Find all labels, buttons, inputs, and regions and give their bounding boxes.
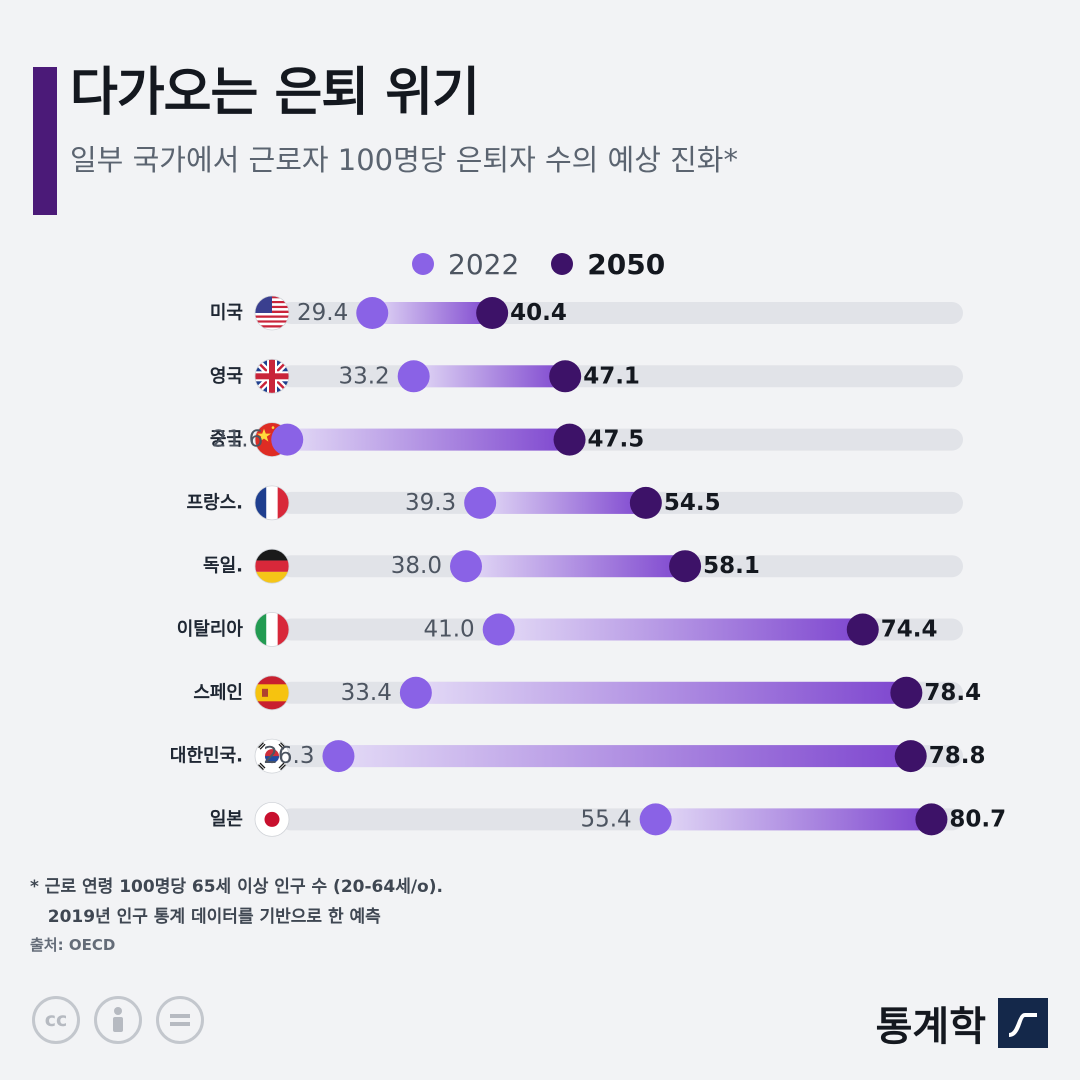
range-bar xyxy=(338,745,911,768)
point-2022 xyxy=(399,676,432,709)
range-bar xyxy=(415,681,907,704)
point-2050 xyxy=(915,803,948,836)
us-flag-icon xyxy=(255,296,289,330)
value-label-2022: 33.2 xyxy=(338,363,389,389)
value-label-2022: 29.4 xyxy=(297,300,348,326)
france-flag-icon xyxy=(255,485,289,520)
flag-border xyxy=(254,802,290,837)
chart-legend: 2022 2050 xyxy=(412,244,697,284)
legend-item-2050: 2050 xyxy=(551,248,665,281)
value-label-2022: 39.3 xyxy=(405,490,456,516)
point-2022 xyxy=(482,613,515,646)
range-bar xyxy=(480,491,646,514)
value-label-2050: 40.4 xyxy=(510,300,567,326)
legend-item-2022: 2022 xyxy=(412,248,519,281)
japan-flag-icon xyxy=(255,802,289,837)
value-label-2050: 54.5 xyxy=(664,490,721,516)
value-label-2022: 41.0 xyxy=(423,617,474,643)
value-label-2050: 78.4 xyxy=(924,680,981,706)
legend-dot-2050-icon xyxy=(551,253,574,275)
point-2050 xyxy=(890,676,923,709)
value-label-2050: 74.4 xyxy=(881,617,938,643)
attribution-icon xyxy=(94,996,142,1044)
point-2050 xyxy=(846,613,879,646)
value-label-2050: 78.8 xyxy=(929,743,986,769)
italy-flag-icon xyxy=(255,612,289,647)
point-2022 xyxy=(356,297,389,329)
legend-label-2022: 2022 xyxy=(448,247,520,281)
category-label: 프랑스. xyxy=(186,492,243,513)
category-label: 독일. xyxy=(203,556,243,577)
flag-border xyxy=(254,485,290,521)
creative-commons-icon: cc xyxy=(32,996,80,1044)
value-label-2022: 38.0 xyxy=(391,553,442,579)
brand: 통계학 xyxy=(876,994,1048,1052)
range-bar xyxy=(287,428,570,451)
no-derivatives-icon xyxy=(156,996,204,1044)
range-bar xyxy=(466,555,686,578)
point-2022 xyxy=(397,360,430,393)
flag-border xyxy=(254,738,290,774)
point-2050 xyxy=(629,486,662,519)
point-2050 xyxy=(669,550,702,583)
license-icons: cc xyxy=(32,996,218,1044)
range-bar xyxy=(655,808,932,831)
germany-flag-icon xyxy=(255,549,289,584)
point-2050 xyxy=(553,423,586,456)
category-label: 일본 xyxy=(210,809,243,830)
range-bar xyxy=(372,302,493,324)
category-label: 이탈리아 xyxy=(177,619,244,640)
range-bar xyxy=(413,365,566,388)
chart-subtitle: 일부 국가에서 근로자 100명당 은퇴자 수의 예상 진화* xyxy=(70,143,738,177)
point-2022 xyxy=(639,803,672,836)
legend-label-2050: 2050 xyxy=(587,247,666,281)
south-korea-flag-icon xyxy=(255,739,289,774)
value-label-2050: 47.5 xyxy=(588,427,645,453)
range-bar xyxy=(498,618,863,641)
point-2050 xyxy=(476,297,509,329)
value-label-2022: 21.6 xyxy=(212,427,263,453)
category-label: 스페인 xyxy=(193,682,243,703)
category-label: 중국 xyxy=(210,429,243,450)
category-label: 미국 xyxy=(210,303,243,324)
value-label-2022: 26.3 xyxy=(263,743,314,769)
point-2022 xyxy=(322,740,355,773)
title-accent-bar xyxy=(33,67,57,215)
category-label: 대한민국. xyxy=(170,746,243,767)
category-label: 영국 xyxy=(210,366,243,387)
brand-name: 통계학 xyxy=(875,1004,986,1050)
flag-border xyxy=(254,612,290,647)
chart-title: 다가오는 은퇴 위기 xyxy=(70,63,480,123)
value-label-2050: 58.1 xyxy=(703,553,760,579)
point-2022 xyxy=(271,423,304,456)
point-2022 xyxy=(450,550,482,583)
source-note: 출처: OECD xyxy=(30,936,116,954)
point-2022 xyxy=(464,486,497,519)
brand-logo-icon xyxy=(998,998,1048,1048)
footnote: * 근로 연령 100명당 65세 이상 인구 수 (20-64세/o). 20… xyxy=(30,877,443,927)
point-2050 xyxy=(894,740,927,773)
flag-border xyxy=(254,548,290,584)
value-label-2050: 80.7 xyxy=(949,806,1006,832)
value-label-2050: 47.1 xyxy=(583,363,640,389)
point-2050 xyxy=(549,360,582,393)
flag-border xyxy=(254,358,290,394)
spain-flag-icon xyxy=(255,675,289,710)
flag-border xyxy=(254,675,290,711)
value-label-2022: 33.4 xyxy=(341,680,392,706)
value-label-2022: 55.4 xyxy=(580,806,631,832)
flag-border xyxy=(254,295,290,331)
legend-dot-2022-icon xyxy=(412,253,434,275)
